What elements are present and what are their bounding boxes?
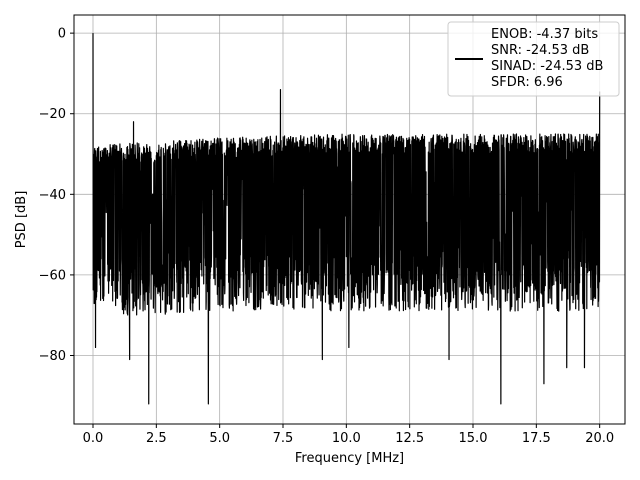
y-axis: 0 −20 −40 −60 −80 (39, 27, 74, 364)
legend-entry-snr: SNR: -24.53 dB (491, 43, 589, 58)
x-tick-label: 7.5 (273, 431, 294, 446)
psd-line (92, 33, 601, 405)
y-tick-label: −40 (39, 188, 66, 203)
y-tick-label: −20 (39, 107, 66, 122)
x-tick-label: 0.0 (83, 431, 104, 446)
y-tick-label: −60 (39, 268, 66, 283)
y-tick-label: 0 (58, 27, 66, 42)
legend-entry-enob: ENOB: -4.37 bits (491, 27, 598, 42)
x-tick-label: 20.0 (585, 431, 614, 446)
x-tick-label: 10.0 (332, 431, 361, 446)
x-axis: 0.0 2.5 5.0 7.5 10.0 12.5 15.0 17.5 20.0 (83, 424, 614, 446)
y-tick-label: −80 (39, 349, 66, 364)
legend-entry-sfdr: SFDR: 6.96 (491, 75, 563, 90)
x-tick-label: 2.5 (146, 431, 167, 446)
x-tick-label: 17.5 (522, 431, 551, 446)
x-tick-label: 5.0 (209, 431, 230, 446)
legend-entry-sinad: SINAD: -24.53 dB (491, 59, 603, 74)
x-axis-title: Frequency [MHz] (295, 451, 404, 466)
legend: ENOB: -4.37 bits SNR: -24.53 dB SINAD: -… (447, 21, 620, 97)
plot-frame (73, 14, 626, 425)
x-tick-label: 15.0 (459, 431, 488, 446)
x-tick-label: 12.5 (395, 431, 424, 446)
series-psd (92, 33, 601, 405)
legend-box (447, 21, 620, 97)
y-axis-title: PSD [dB] (14, 191, 29, 249)
